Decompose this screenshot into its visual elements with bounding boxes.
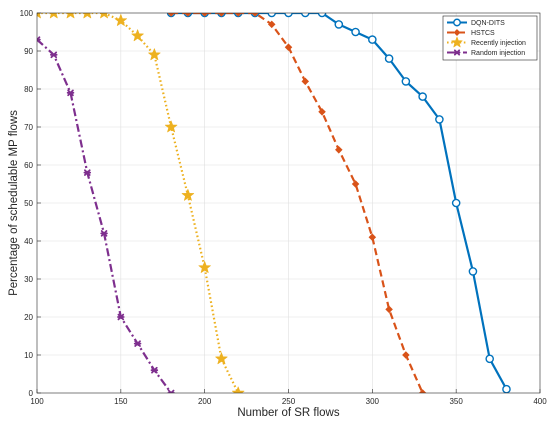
data-point (418, 92, 427, 101)
data-point (301, 77, 310, 86)
data-point (164, 120, 178, 133)
data-point (148, 48, 161, 61)
x-tick-label: 250 (282, 397, 296, 406)
legend-label: DQN-DITS (471, 20, 505, 27)
data-point (402, 351, 410, 359)
x-tick-label: 300 (366, 397, 380, 406)
data-point (317, 13, 327, 18)
data-point (468, 267, 478, 276)
data-point (83, 169, 92, 176)
y-axis-title: Percentage of schedulable MP flows (8, 110, 20, 296)
series-0 (166, 13, 511, 393)
data-point (368, 35, 377, 44)
x-tick-label: 400 (533, 397, 547, 406)
data-point (117, 313, 125, 321)
data-point (217, 13, 226, 17)
data-point (234, 13, 242, 17)
x-tick-label: 150 (114, 397, 128, 406)
x-tick-label: 200 (198, 397, 212, 406)
y-tick-label: 30 (24, 275, 33, 284)
data-point (418, 389, 427, 393)
data-point (49, 51, 58, 59)
y-tick-label: 100 (20, 9, 34, 18)
data-point (131, 29, 144, 42)
data-point (200, 13, 209, 17)
y-tick-label: 50 (24, 199, 33, 208)
series-group (37, 13, 511, 393)
data-point (267, 20, 276, 29)
data-point (485, 354, 495, 364)
data-point (37, 13, 41, 19)
data-point (335, 146, 343, 154)
legend: DQN-DITS HSTCS Recently injection Random in… (442, 15, 538, 61)
legend-item: Random injection (447, 49, 525, 57)
data-point (167, 13, 175, 17)
data-point (100, 230, 108, 237)
data-point (181, 188, 195, 201)
y-tick-label: 80 (24, 85, 33, 94)
x-axis-title: Number of SR flows (237, 407, 340, 419)
y-tick-label: 0 (29, 389, 34, 398)
data-point (401, 77, 411, 86)
data-point (49, 13, 58, 19)
data-point (150, 366, 159, 374)
series-2 (37, 13, 245, 393)
x-tick-label: 350 (449, 397, 463, 406)
data-point (133, 340, 142, 347)
data-point (502, 384, 511, 393)
data-point (300, 13, 310, 18)
data-point (37, 36, 41, 43)
data-point (267, 13, 277, 18)
series-1 (167, 13, 427, 393)
y-tick-label: 20 (24, 313, 33, 322)
legend-item: HSTCS (447, 29, 495, 37)
data-point (351, 180, 360, 188)
data-point (435, 115, 444, 124)
data-point (334, 20, 344, 29)
legend-swatch-marker (451, 36, 463, 48)
legend-swatch-marker (453, 29, 461, 36)
data-point (318, 108, 326, 116)
legend-swatch-marker (453, 18, 461, 27)
data-point (351, 27, 360, 37)
series-3 (37, 36, 175, 393)
data-point (215, 352, 228, 365)
data-point (384, 54, 394, 63)
y-tick-label: 90 (24, 47, 33, 56)
data-point (284, 13, 293, 18)
x-tick-label: 100 (30, 397, 44, 406)
data-point (232, 386, 245, 393)
data-point (66, 89, 75, 97)
data-point (184, 13, 192, 17)
legend-item: DQN-DITS (447, 18, 505, 27)
legend-swatch-marker (453, 49, 461, 56)
data-point (368, 233, 377, 241)
data-point (385, 305, 393, 314)
data-point (451, 198, 461, 208)
data-point (251, 13, 259, 17)
axis-ticks: 100 150 200 250 300 350 400 0 10 20 30 40 50 60 70 80 90… (20, 9, 548, 406)
data-point (114, 14, 128, 26)
y-tick-label: 10 (24, 351, 33, 360)
legend-label: Recently injection (471, 40, 526, 47)
y-tick-label: 40 (24, 237, 33, 246)
data-point (100, 13, 109, 19)
series-line (171, 13, 424, 393)
data-point (83, 13, 92, 19)
legend-label: Random injection (471, 50, 525, 57)
data-point (198, 261, 211, 273)
data-point (284, 43, 293, 51)
y-tick-label: 70 (24, 123, 33, 132)
data-point (167, 389, 175, 393)
legend-label: HSTCS (471, 30, 495, 37)
legend-item: Recently injection (447, 36, 526, 48)
data-point (66, 13, 75, 19)
y-tick-label: 60 (24, 161, 33, 170)
